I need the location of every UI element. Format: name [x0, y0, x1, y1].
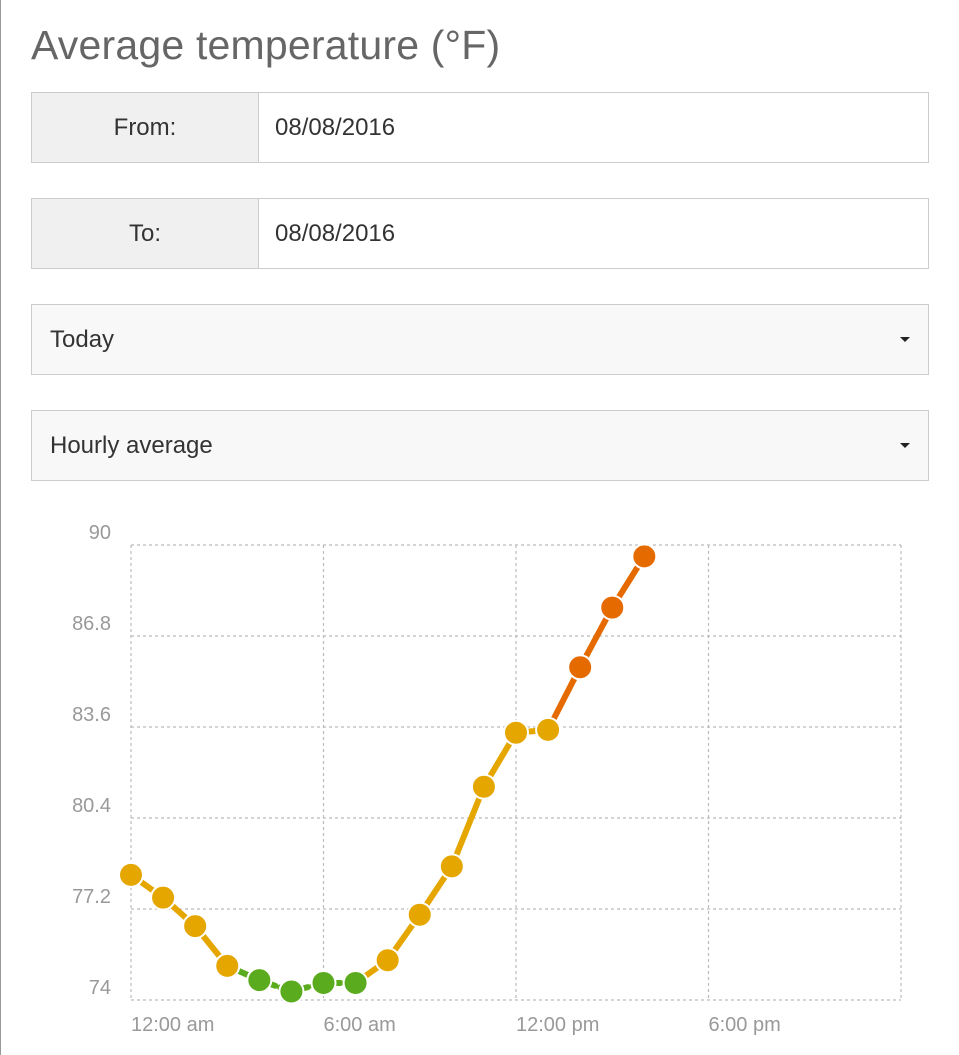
range-select-value: Today [50, 325, 115, 353]
data-point [182, 913, 209, 940]
chevron-down-icon [900, 443, 910, 448]
data-point [310, 969, 337, 996]
data-point [438, 853, 465, 880]
temperature-chart: 90 86.8 83.6 80.4 77.2 74 12:00 am 6:00 am 12:00… [72, 522, 902, 1036]
data-point [374, 947, 401, 974]
data-point [406, 901, 433, 928]
to-date-input[interactable] [259, 199, 928, 268]
page-title: Average temperature (°F) [31, 22, 501, 68]
range-select[interactable]: Today [31, 304, 929, 375]
to-date-group: To: [31, 198, 929, 269]
data-point [599, 594, 626, 621]
chevron-down-icon [900, 337, 910, 342]
x-tick-label: 12:00 pm [516, 1014, 599, 1036]
window-edge [0, 0, 1, 1055]
data-point [535, 716, 562, 743]
from-date-input[interactable] [259, 93, 928, 162]
aggregate-select[interactable]: Hourly average [31, 410, 929, 481]
x-tick-label: 6:00 am [324, 1014, 396, 1036]
data-point [118, 861, 144, 888]
to-label: To: [32, 199, 259, 268]
data-point [342, 969, 369, 996]
data-point [246, 967, 273, 994]
y-tick-label: 90 [89, 522, 111, 544]
aggregate-select-value: Hourly average [50, 431, 213, 459]
y-tick-label: 74 [89, 977, 111, 999]
from-date-group: From: [31, 92, 929, 163]
y-tick-label: 83.6 [72, 704, 111, 726]
data-point [503, 719, 529, 746]
data-point [567, 654, 594, 681]
data-point [631, 543, 658, 570]
from-label: From: [32, 93, 259, 162]
x-tick-label: 6:00 pm [709, 1014, 781, 1036]
data-point [150, 884, 177, 911]
series-line-segment [448, 783, 487, 870]
y-tick-label: 80.4 [72, 795, 111, 817]
y-tick-label: 86.8 [72, 613, 111, 635]
data-point [278, 978, 305, 1005]
data-point [214, 952, 241, 979]
y-tick-label: 77.2 [72, 886, 111, 908]
x-tick-label: 12:00 am [131, 1014, 214, 1036]
data-point [470, 773, 497, 800]
